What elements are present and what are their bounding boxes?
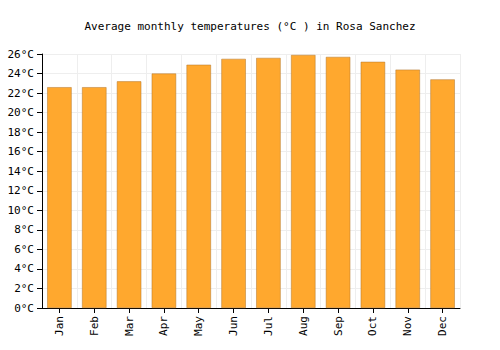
svg-text:10°C: 10°C <box>8 204 35 217</box>
svg-text:Aug: Aug <box>297 316 310 336</box>
svg-text:2°C: 2°C <box>14 282 34 295</box>
svg-text:6°C: 6°C <box>14 243 34 256</box>
svg-text:8°C: 8°C <box>14 223 34 236</box>
svg-text:Nov: Nov <box>401 316 414 336</box>
svg-text:Jul: Jul <box>262 316 275 336</box>
svg-text:Apr: Apr <box>157 316 170 336</box>
svg-text:20°C: 20°C <box>8 106 35 119</box>
svg-text:24°C: 24°C <box>8 67 35 80</box>
svg-text:Sep: Sep <box>332 316 345 336</box>
svg-text:Mar: Mar <box>123 316 136 336</box>
svg-text:Feb: Feb <box>88 316 101 336</box>
svg-text:May: May <box>192 316 205 336</box>
svg-text:4°C: 4°C <box>14 262 34 275</box>
svg-text:Dec: Dec <box>436 316 449 336</box>
svg-text:Oct: Oct <box>366 316 379 336</box>
svg-text:22°C: 22°C <box>8 87 35 100</box>
svg-text:Average monthly temperatures (: Average monthly temperatures (°C ) in Ro… <box>84 20 415 33</box>
svg-text:26°C: 26°C <box>8 48 35 61</box>
svg-text:14°C: 14°C <box>8 165 35 178</box>
svg-text:Jun: Jun <box>227 316 240 336</box>
svg-text:18°C: 18°C <box>8 126 35 139</box>
svg-text:16°C: 16°C <box>8 145 35 158</box>
svg-text:Jan: Jan <box>53 316 66 336</box>
svg-text:0°C: 0°C <box>14 302 34 315</box>
svg-text:12°C: 12°C <box>8 184 35 197</box>
